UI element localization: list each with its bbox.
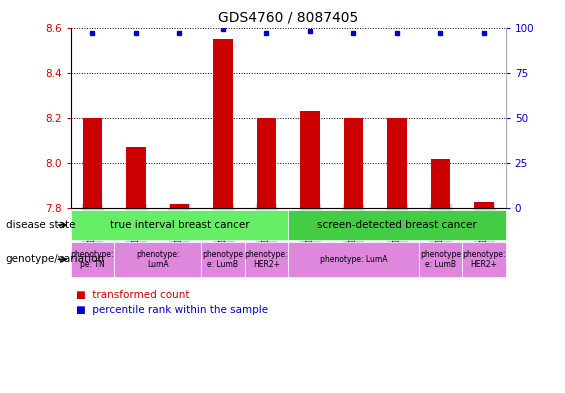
Text: ■  transformed count: ■ transformed count [76,290,190,300]
Bar [257,118,276,208]
Text: phenotype:
HER2+: phenotype: HER2+ [245,250,288,269]
Bar [201,242,245,277]
Text: phenotype:
HER2+: phenotype: HER2+ [462,250,506,269]
Text: screen-detected breast cancer: screen-detected breast cancer [317,220,477,230]
Bar [71,242,114,277]
Bar [474,202,494,208]
Bar [288,242,419,277]
Text: phenotype
e: LumB: phenotype e: LumB [420,250,461,269]
Bar [387,118,407,208]
Text: phenotype
e: LumB: phenotype e: LumB [202,250,244,269]
Text: phenotype:
pe: TN: phenotype: pe: TN [71,250,114,269]
Text: genotype/variation: genotype/variation [6,254,105,264]
Title: GDS4760 / 8087405: GDS4760 / 8087405 [218,11,358,25]
Text: ■  percentile rank within the sample: ■ percentile rank within the sample [76,305,268,316]
Bar [419,242,462,277]
Bar [288,210,506,240]
Bar [213,39,233,208]
Bar [431,159,450,208]
Bar [344,118,363,208]
Text: phenotype:
LumA: phenotype: LumA [136,250,179,269]
Bar [300,111,320,208]
Bar [170,204,189,208]
Text: true interval breast cancer: true interval breast cancer [110,220,249,230]
Bar [82,118,102,208]
Bar [126,147,146,208]
Bar [245,242,288,277]
Bar [114,242,201,277]
Text: disease state: disease state [6,220,75,230]
Bar [71,210,288,240]
Bar [462,242,506,277]
Text: phenotype: LumA: phenotype: LumA [320,255,387,264]
